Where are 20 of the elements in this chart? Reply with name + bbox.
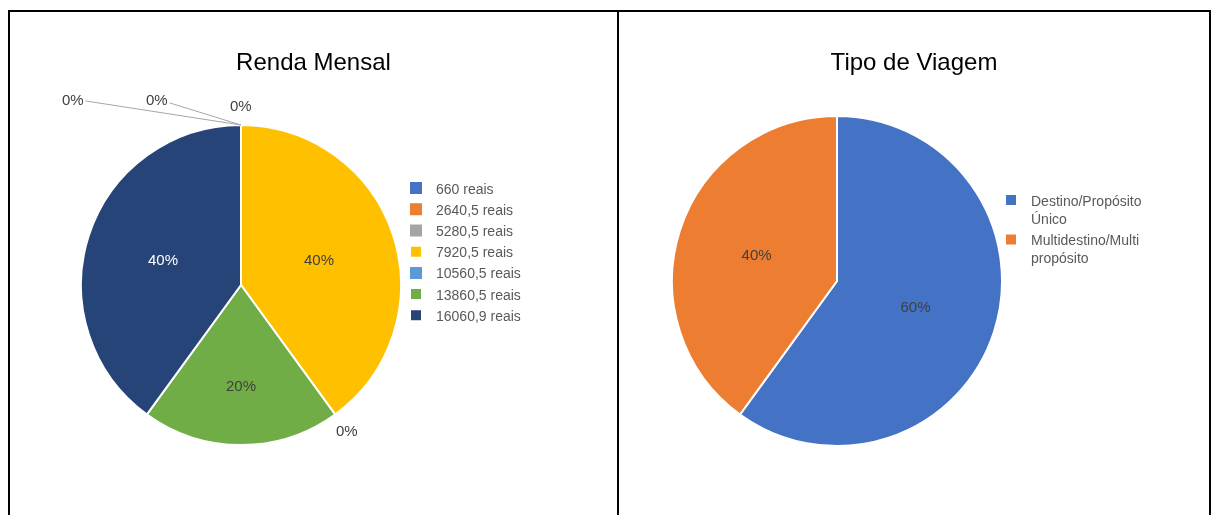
legend-label: 13860,5 reais	[436, 286, 521, 303]
data-label: 40%	[741, 246, 772, 264]
chart-title: Tipo de Viagem	[830, 48, 998, 76]
chart-title: Renda Mensal	[236, 48, 391, 76]
legend-label: Multidestino/Multi propósito	[1031, 231, 1140, 267]
text: 0%	[230, 97, 252, 114]
data-label: 40%	[147, 251, 179, 269]
text: 0%	[146, 91, 168, 108]
legend-label: 10560,5 reais	[436, 265, 521, 282]
legend-label: 660 reais	[436, 180, 494, 197]
data-label: 60%	[900, 297, 931, 315]
text: 0%	[62, 91, 84, 108]
data-label: 40%	[303, 251, 335, 269]
legend-label: 7920,5 reais	[436, 244, 514, 261]
legend-label: 16060,9 reais	[436, 307, 521, 324]
legend-label: Destino/Propósito Único	[1031, 192, 1142, 227]
data-label: 20%	[225, 377, 257, 395]
legend-label: 2640,5 reais	[436, 201, 514, 218]
text: 0%	[336, 422, 358, 439]
legend-label: 5280,5 reais	[436, 222, 514, 239]
